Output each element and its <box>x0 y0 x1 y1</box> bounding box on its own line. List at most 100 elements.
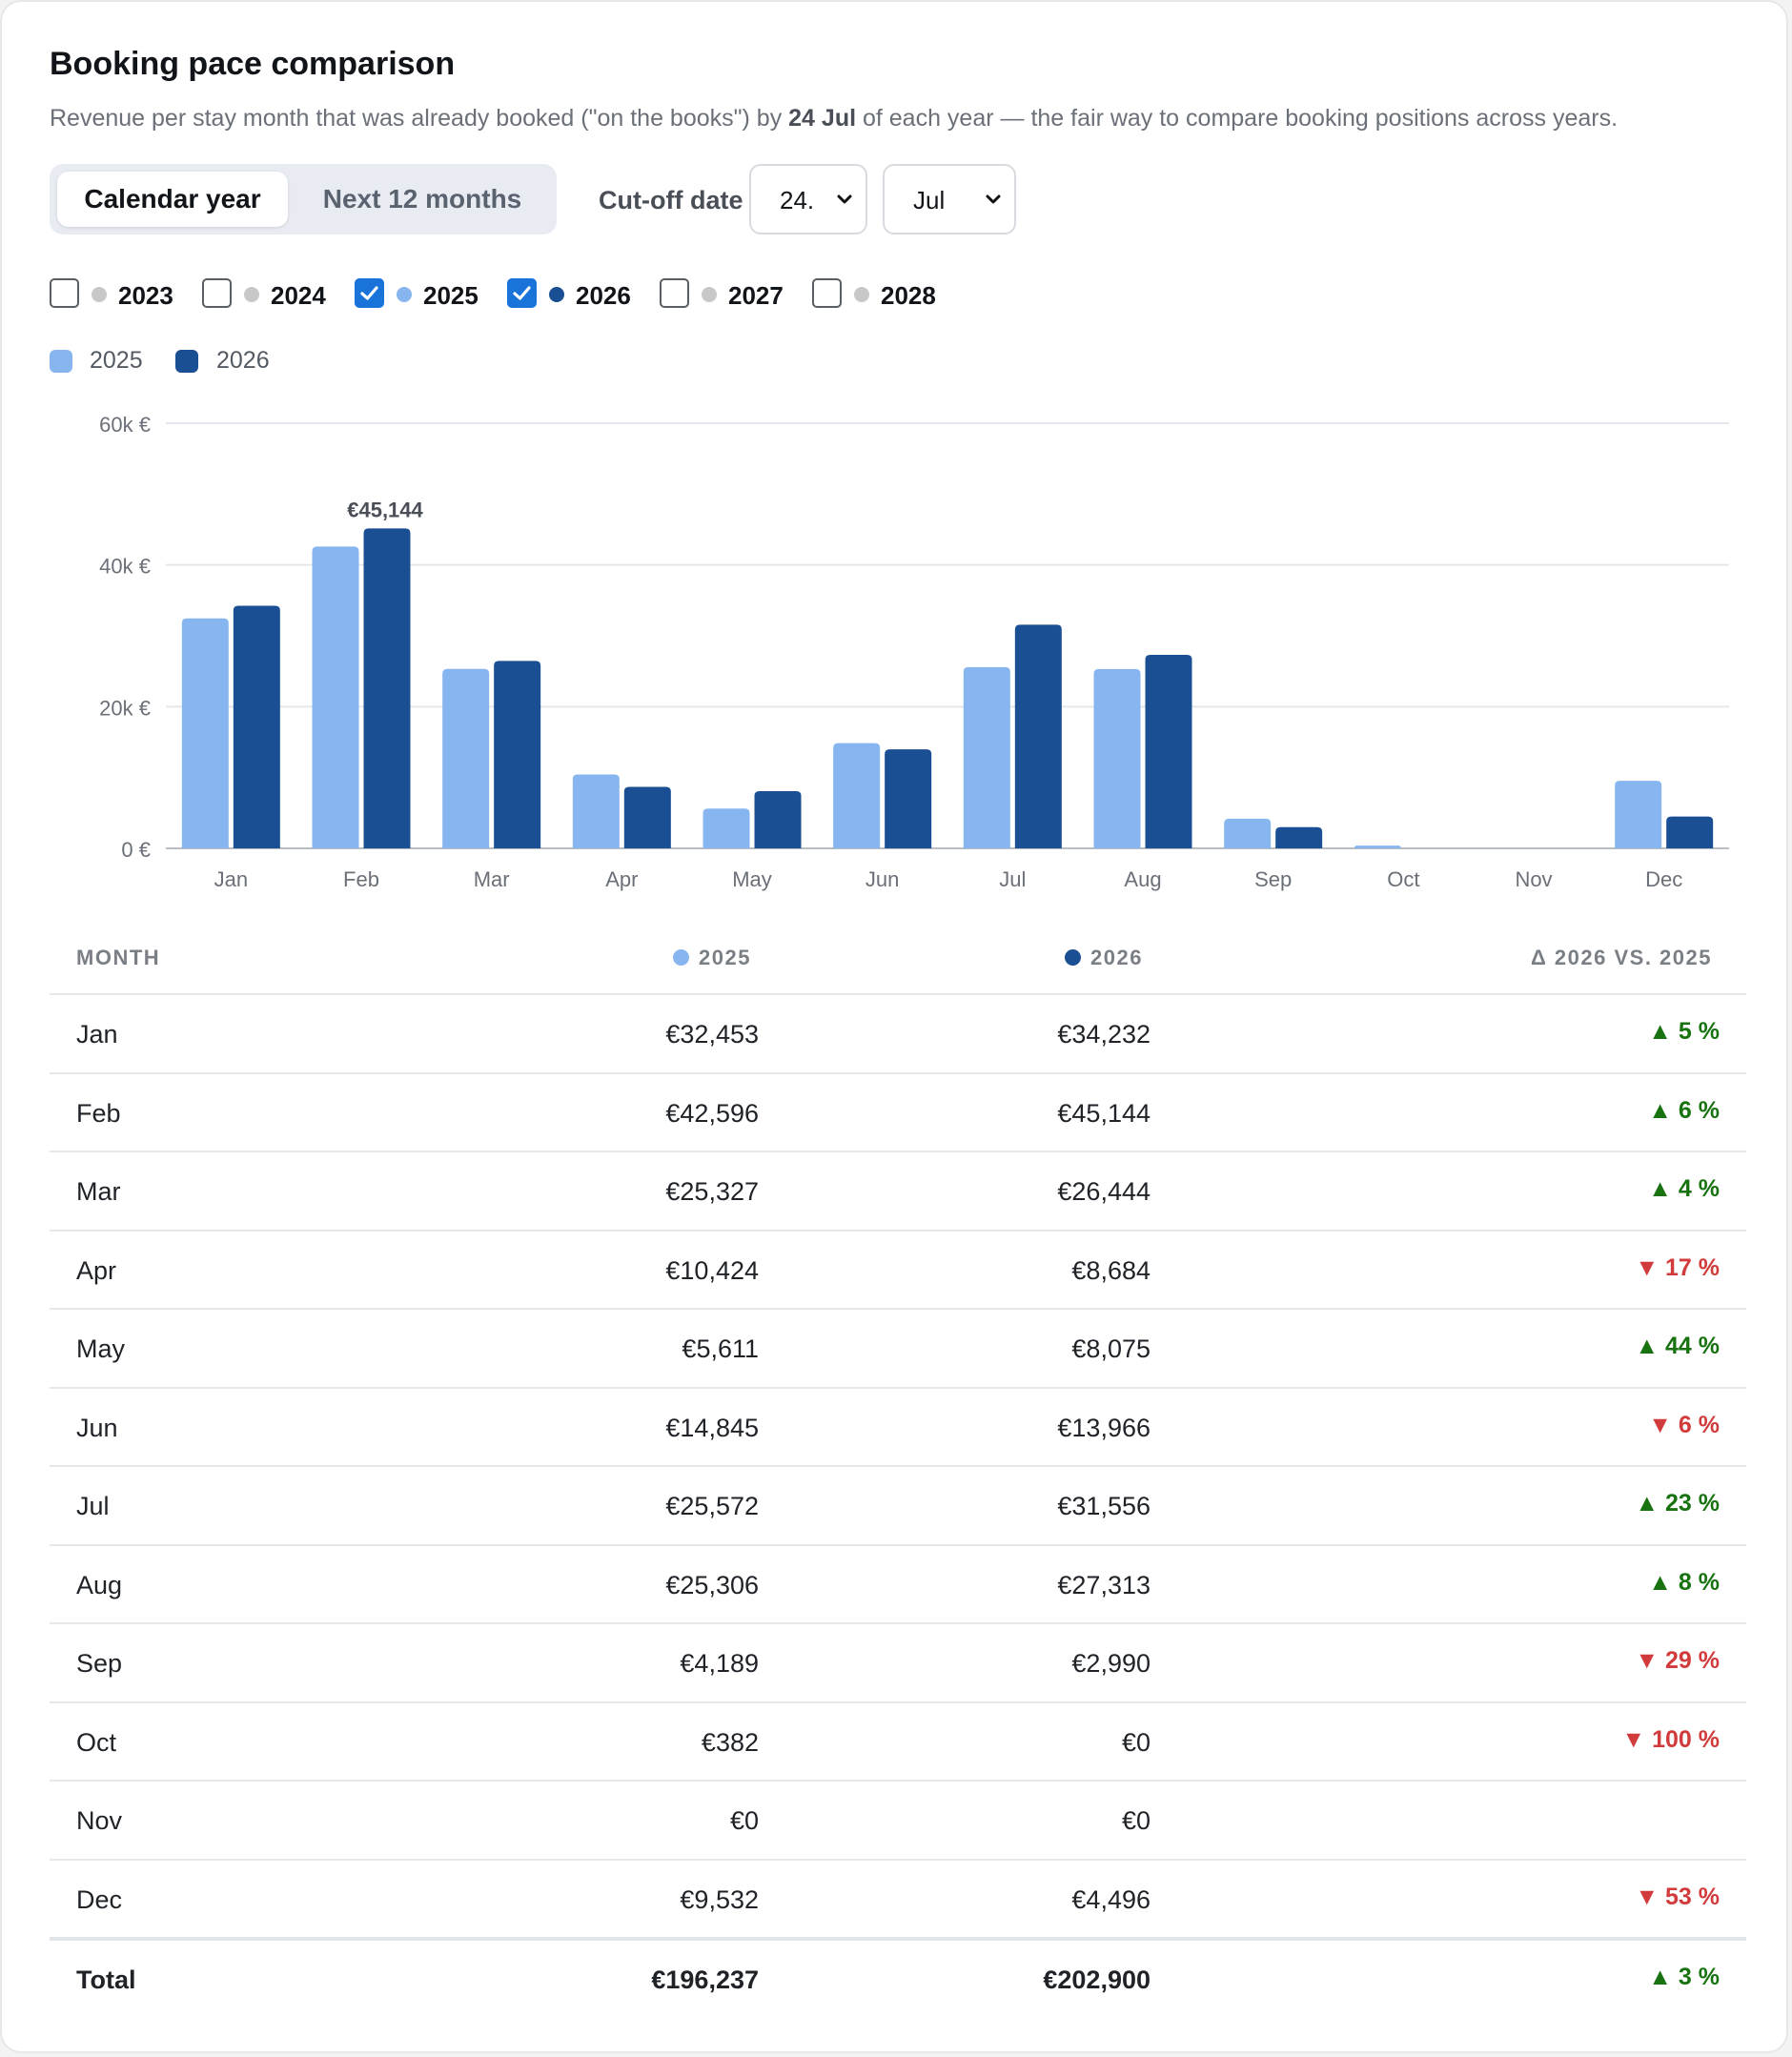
value-2026-cell: €8,075 <box>1071 1334 1151 1363</box>
table-row: Feb €42,596 €45,144 ▲ 6 % <box>50 1071 1746 1152</box>
bar-2025-feb <box>312 546 359 848</box>
bar-2026-jan <box>233 605 280 848</box>
bar-2026-dec <box>1666 816 1714 848</box>
delta-cell: ▼ 6 % <box>1648 1411 1720 1438</box>
month-cell: Dec <box>76 1884 123 1914</box>
series-dot-2026 <box>1065 949 1082 966</box>
column-header-delta: Δ 2026 VS. 2025 <box>1531 946 1712 969</box>
x-tick-label: Jan <box>214 867 248 891</box>
month-cell: Sep <box>76 1649 123 1678</box>
card-subtitle: Revenue per stay month that was already … <box>50 105 1618 132</box>
table-row: Oct €382 €0 ▼ 100 % <box>50 1701 1746 1782</box>
table-row: May €5,611 €8,075 ▲ 44 % <box>50 1308 1746 1388</box>
delta-cell: ▼ 53 % <box>1635 1883 1720 1910</box>
x-tick-label: Apr <box>605 867 638 891</box>
value-2025-cell: €14,845 <box>665 1413 759 1442</box>
delta-cell: ▼ 17 % <box>1635 1253 1720 1281</box>
value-2026-cell: €8,684 <box>1071 1255 1151 1285</box>
value-2025-cell: €196,237 <box>651 1965 759 1994</box>
delta-cell: ▲ 4 % <box>1648 1175 1720 1202</box>
month-cell: Jul <box>76 1492 110 1520</box>
year-color-dot-2023 <box>92 287 107 302</box>
column-header-2026: 2026 <box>1065 946 1143 970</box>
value-2025-cell: €4,189 <box>680 1649 759 1678</box>
value-2026-cell: €4,496 <box>1071 1884 1151 1914</box>
year-color-dot-2024 <box>244 287 259 302</box>
x-tick-label: Aug <box>1124 867 1161 891</box>
table-row: Jan €32,453 €34,232 ▲ 5 % <box>50 993 1746 1073</box>
y-tick-label: 0 € <box>121 838 151 862</box>
bar-2025-oct <box>1354 845 1401 848</box>
value-2026-cell: €34,232 <box>1057 1020 1151 1049</box>
column-header-2025-label: 2025 <box>699 946 751 969</box>
table-total-row: Total €196,237 €202,900 ▲ 3 % <box>50 1937 1746 2019</box>
x-tick-label: Feb <box>343 867 379 891</box>
delta-cell: ▲ 23 % <box>1635 1490 1720 1517</box>
x-tick-label: Jun <box>865 867 899 891</box>
legend-label-2026: 2026 <box>216 347 270 374</box>
delta-cell: ▲ 6 % <box>1648 1096 1720 1124</box>
value-2026-cell: €31,556 <box>1057 1492 1151 1520</box>
bar-2026-may <box>754 790 802 848</box>
value-2025-cell: €10,424 <box>665 1255 759 1285</box>
delta-cell: ▲ 5 % <box>1648 1018 1720 1045</box>
month-cell: Total <box>76 1965 136 1994</box>
cutoff-day-select[interactable]: 24. <box>749 164 867 234</box>
checkbox-2027[interactable] <box>660 278 689 308</box>
bar-value-label: €45,144 <box>347 498 423 521</box>
value-2025-cell: €9,532 <box>680 1884 759 1914</box>
cutoff-month-value: Jul <box>913 186 946 214</box>
table-row: Sep €4,189 €2,990 ▼ 29 % <box>50 1622 1746 1702</box>
month-cell: Oct <box>76 1727 117 1757</box>
delta-cell: ▼ 29 % <box>1635 1647 1720 1674</box>
column-header-2026-label: 2026 <box>1090 946 1143 969</box>
checkbox-2025[interactable] <box>355 278 384 308</box>
booking-bar-chart: 0 € 20k € 40k € 60k € Jan Feb Mar Apr May Jun Jul A… <box>99 413 1729 891</box>
value-2025-cell: €32,453 <box>665 1020 759 1049</box>
value-2026-cell: €202,900 <box>1043 1965 1151 1994</box>
bar-2025-apr <box>572 774 620 848</box>
year-label-2026: 2026 <box>576 281 631 310</box>
bar-2026-jun <box>885 749 932 848</box>
value-2025-cell: €25,572 <box>665 1492 759 1520</box>
next-12-months-button[interactable]: Next 12 months <box>322 184 522 214</box>
month-cell: Jun <box>76 1413 118 1442</box>
bar-2025-dec <box>1615 781 1662 848</box>
year-label-2027: 2027 <box>728 281 784 310</box>
table-row: Nov €0 €0 <box>50 1780 1746 1860</box>
series-dot-2025 <box>673 949 690 966</box>
y-tick-label: 60k € <box>99 413 151 437</box>
bar-2026-feb <box>363 528 411 848</box>
year-label-2023: 2023 <box>118 281 173 310</box>
legend-swatch-2026 <box>175 350 198 373</box>
month-cell: Nov <box>76 1806 123 1835</box>
cutoff-day-value: 24. <box>780 186 815 214</box>
checkbox-2026[interactable] <box>507 278 537 308</box>
bar-2025-aug <box>1093 668 1141 848</box>
x-tick-label: Nov <box>1515 867 1552 891</box>
value-2026-cell: €26,444 <box>1057 1177 1151 1206</box>
subtitle-text-start: Revenue per stay month that was already … <box>50 105 783 132</box>
y-tick-label: 20k € <box>99 696 151 720</box>
cutoff-month-select[interactable]: Jul <box>883 164 1016 234</box>
checkbox-2024[interactable] <box>202 278 232 308</box>
calendar-year-button[interactable]: Calendar year <box>57 172 288 227</box>
bar-2026-mar <box>494 661 541 848</box>
checkbox-2023[interactable] <box>50 278 79 308</box>
checkbox-2028[interactable] <box>812 278 842 308</box>
checkmark-icon <box>360 286 378 300</box>
table-row: Jul €25,572 €31,556 ▲ 23 % <box>50 1465 1746 1545</box>
value-2026-cell: €45,144 <box>1057 1098 1151 1128</box>
year-color-dot-2025 <box>397 287 412 302</box>
value-2026-cell: €0 <box>1121 1727 1151 1757</box>
card-title: Booking pace comparison <box>50 46 456 82</box>
delta-cell: ▲ 44 % <box>1635 1333 1720 1359</box>
value-2025-cell: €5,611 <box>682 1334 759 1363</box>
column-header-2025: 2025 <box>673 946 751 970</box>
value-2025-cell: €25,306 <box>665 1570 759 1599</box>
bar-2026-sep <box>1275 826 1323 848</box>
bar-2025-jun <box>833 743 881 848</box>
value-2025-cell: €0 <box>729 1806 759 1835</box>
month-cell: Apr <box>76 1255 117 1285</box>
